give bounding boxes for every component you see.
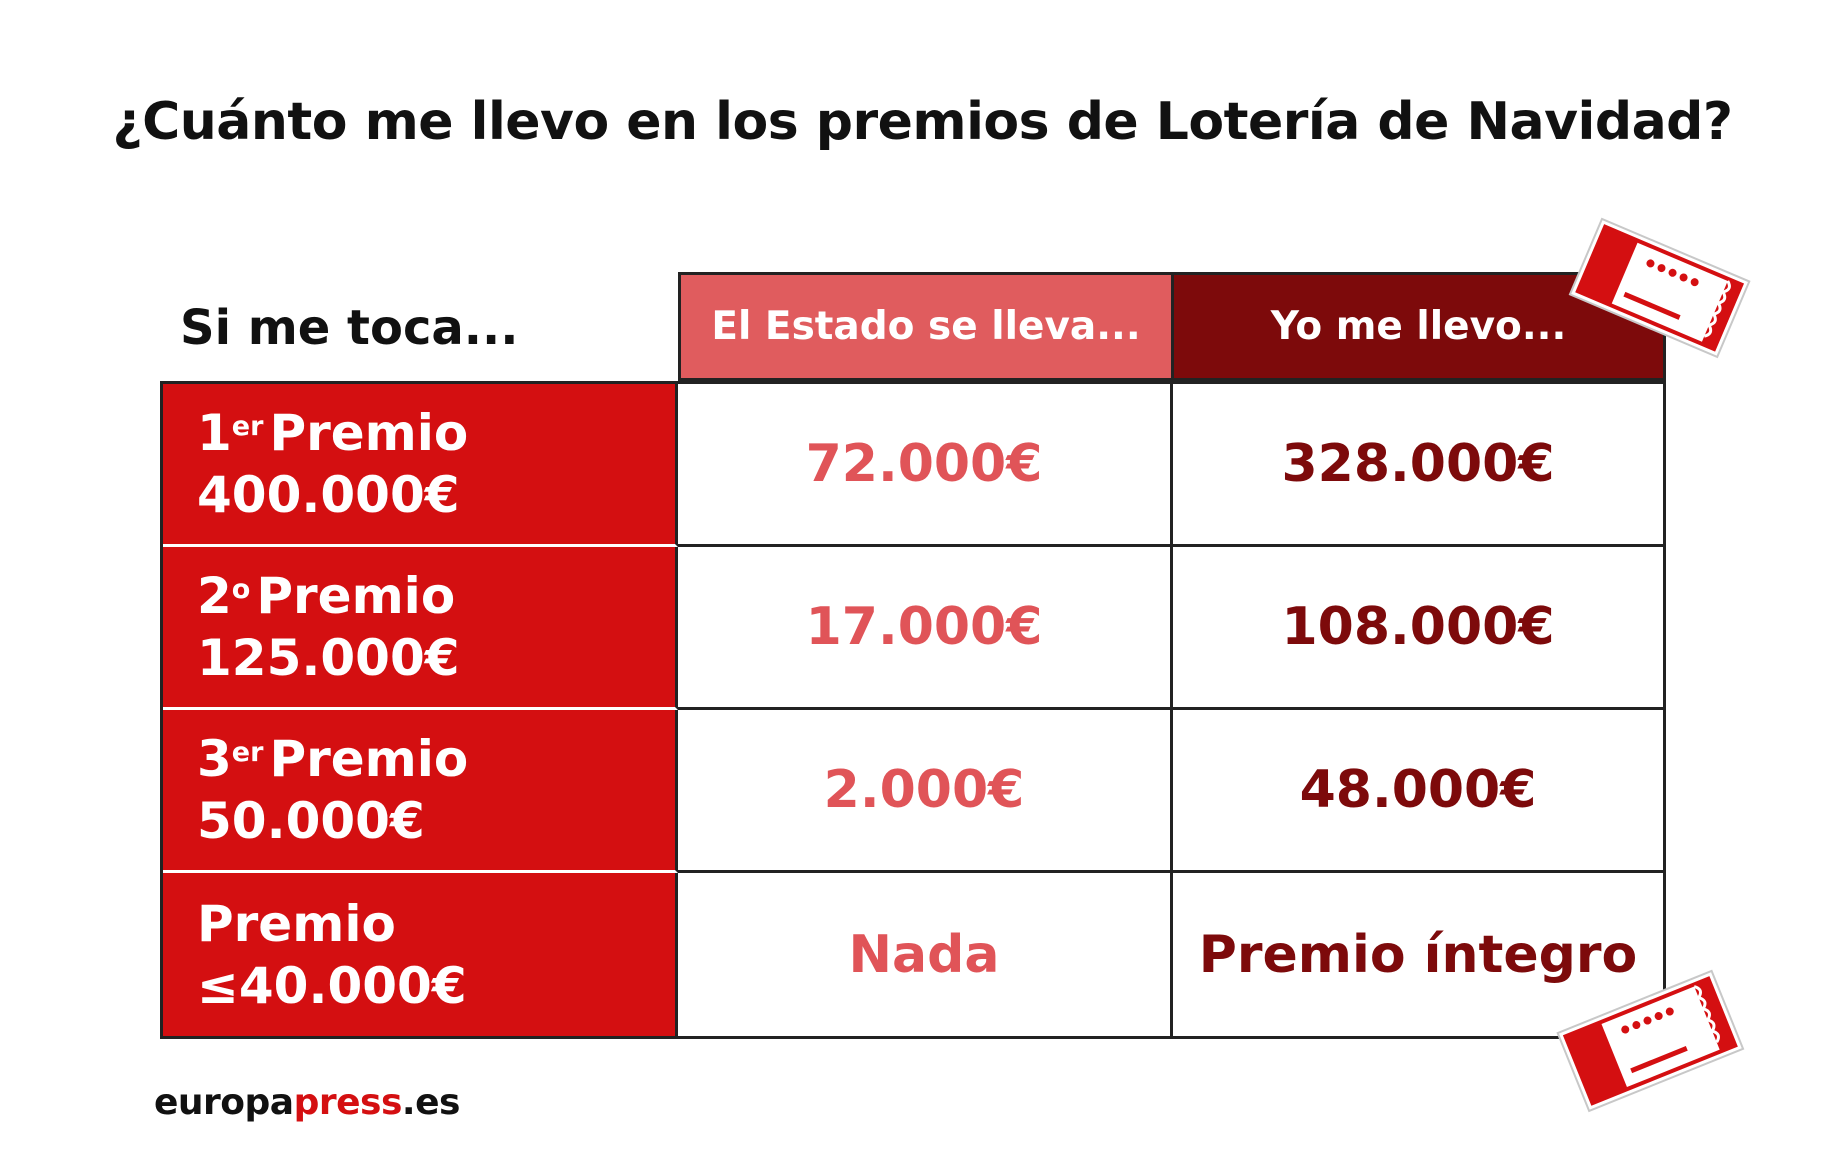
logo-part-2: press [293, 1082, 403, 1123]
table-row: 2o Premio 125.000€ 17.000€ 108.000€ [163, 547, 1663, 710]
prize-amount: 125.000€ [197, 629, 460, 687]
prize-ordinal-suffix: er [231, 411, 264, 442]
table-row: 3er Premio 50.000€ 2.000€ 48.000€ [163, 710, 1663, 873]
row-header-label: Si me toca... [180, 300, 519, 356]
prize-table: 1er Premio 400.000€ 72.000€ 328.000€ 2o Pr… [160, 381, 1666, 1039]
prize-label: Premio [269, 730, 469, 788]
prize-amount: 50.000€ [197, 792, 425, 850]
prize-ordinal-suffix: er [231, 737, 264, 768]
prize-cell: 1er Premio 400.000€ [163, 384, 678, 547]
lottery-ticket-icon [1568, 217, 1751, 359]
prize-label: Premio [197, 894, 396, 953]
prize-ordinal: 3 [197, 730, 232, 788]
yo-value: 48.000€ [1173, 710, 1663, 873]
prize-label: Premio [256, 567, 456, 625]
prize-ordinal: 2 [197, 567, 232, 625]
prize-cell: 2o Premio 125.000€ [163, 547, 678, 710]
prize-cell: Premio ≤40.000€ [163, 873, 678, 1036]
table-row: 1er Premio 400.000€ 72.000€ 328.000€ [163, 384, 1663, 547]
estado-value: Nada [678, 873, 1173, 1036]
logo-part-3: .es [401, 1082, 461, 1123]
prize-label: Premio [269, 404, 469, 462]
europapress-logo: europapress.es [154, 1082, 460, 1123]
prize-cell: 3er Premio 50.000€ [163, 710, 678, 873]
yo-value: 328.000€ [1173, 384, 1663, 547]
prize-amount: 400.000€ [197, 466, 460, 524]
column-header-estado: El Estado se lleva... [678, 272, 1171, 381]
prize-ordinal-suffix: o [231, 574, 251, 605]
prize-amount: ≤40.000€ [197, 956, 467, 1015]
estado-value: 72.000€ [678, 384, 1173, 547]
estado-value: 17.000€ [678, 547, 1173, 710]
prize-ordinal: 1 [197, 404, 232, 462]
lottery-ticket-icon [1556, 969, 1745, 1113]
yo-value: 108.000€ [1173, 547, 1663, 710]
logo-part-1: europa [154, 1082, 294, 1123]
page-title: ¿Cuánto me llevo en los premios de Loter… [112, 92, 1733, 152]
estado-value: 2.000€ [678, 710, 1173, 873]
yo-value: Premio íntegro [1198, 924, 1638, 985]
table-row: Premio ≤40.000€ Nada Premio íntegro [163, 873, 1663, 1036]
